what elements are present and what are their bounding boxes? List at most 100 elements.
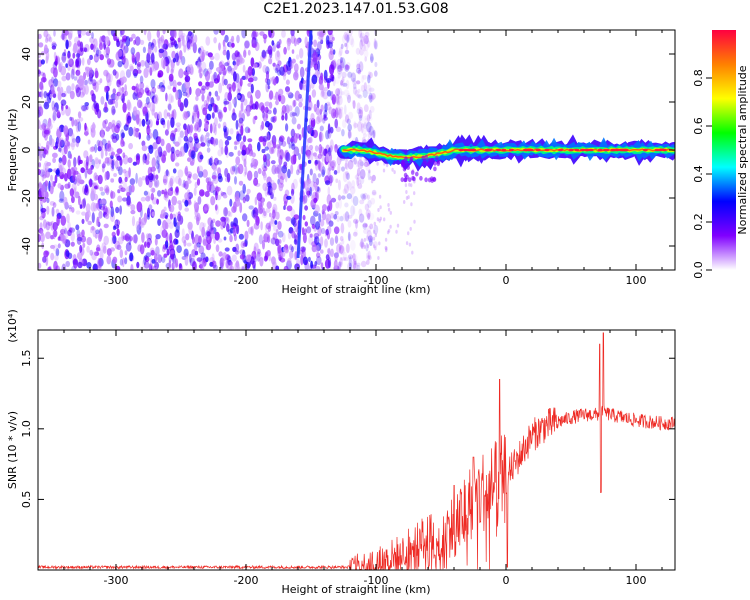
- heatmap-cell: [335, 178, 339, 184]
- heatmap-cell: [40, 212, 44, 219]
- heatmap-cell: [92, 182, 98, 187]
- heatmap-cell: [51, 45, 57, 50]
- heatmap-cell: [338, 179, 341, 191]
- heatmap-cell: [172, 86, 177, 93]
- heatmap-cell: [405, 241, 409, 246]
- heatmap-cell: [68, 204, 73, 210]
- heatmap-cell: [43, 44, 48, 55]
- heatmap-cell: [167, 103, 172, 110]
- heatmap-cell: [367, 170, 371, 181]
- heatmap-cell: [57, 90, 62, 101]
- heatmap-cell: [90, 202, 97, 212]
- heatmap-cell: [238, 117, 244, 124]
- heatmap-cell: [356, 93, 361, 98]
- heatmap-cell: [52, 152, 58, 158]
- heatmap-cell: [305, 145, 309, 153]
- snr-y-ticks: 0.51.01.5: [20, 349, 675, 508]
- heatmap-cell: [293, 146, 300, 157]
- heatmap-cell: [117, 165, 121, 170]
- heatmap-cell: [163, 253, 168, 258]
- heatmap-cell: [77, 111, 82, 119]
- signal-peak: [584, 148, 590, 152]
- heatmap-cell: [345, 62, 351, 69]
- heatmap-cell: [409, 226, 412, 231]
- heatmap-cell: [261, 164, 266, 170]
- heatmap-cell: [207, 94, 211, 100]
- heatmap-cell: [209, 55, 215, 61]
- colorbar-label: Normalized spectral amplitude: [736, 65, 749, 234]
- heatmap-cell: [266, 109, 272, 115]
- heatmap-cell: [336, 112, 340, 118]
- heatmap-cell: [314, 159, 318, 166]
- signal-peak: [612, 148, 617, 152]
- snr-panel: -300 -200 -100 0 100 0.51.01.5 Height of str…: [6, 309, 676, 596]
- spectrogram-marks: [38, 30, 675, 270]
- heatmap-cell: [241, 30, 247, 39]
- heatmap-cell: [336, 100, 341, 112]
- heatmap-cell: [163, 50, 168, 56]
- heatmap-cell: [157, 218, 162, 226]
- heatmap-cell: [309, 168, 313, 176]
- heatmap-cell: [181, 55, 186, 66]
- heatmap-cell: [411, 250, 414, 255]
- heatmap-cell: [139, 244, 145, 255]
- heatmap-cell: [336, 107, 341, 116]
- heatmap-cell: [356, 262, 361, 267]
- heatmap-cell: [111, 151, 115, 156]
- heatmap-cell: [341, 76, 345, 83]
- heatmap-cell: [320, 35, 324, 44]
- heatmap-cell: [38, 168, 41, 176]
- heatmap-cell: [367, 235, 373, 243]
- snr-x-label: Height of straight line (km): [281, 583, 430, 596]
- heatmap-cell: [296, 38, 300, 45]
- colorbar: 0.00.20.40.60.8 Normalized spectral ampl…: [692, 30, 749, 279]
- heatmap-cell: [101, 163, 106, 169]
- heatmap-cell: [253, 265, 256, 270]
- heatmap-cell: [93, 100, 97, 109]
- heatmap-cell: [99, 205, 105, 211]
- heatmap-cell: [329, 64, 335, 75]
- heatmap-cell: [263, 233, 269, 243]
- heatmap-cell: [240, 57, 245, 64]
- heatmap-cell: [56, 127, 62, 132]
- y-tick-label: 1.5: [20, 349, 33, 367]
- heatmap-cell: [175, 89, 179, 101]
- heatmap-cell: [360, 84, 366, 93]
- heatmap-cell: [67, 127, 74, 137]
- heatmap-cell: [371, 191, 377, 196]
- heatmap-cell: [126, 195, 131, 206]
- heatmap-cell: [355, 67, 361, 74]
- heatmap-cell: [96, 218, 100, 227]
- heatmap-cell: [143, 190, 148, 196]
- heatmap-cell: [307, 159, 312, 164]
- heatmap-cell: [310, 215, 316, 226]
- heatmap-cell: [314, 204, 320, 214]
- heatmap-cell: [318, 35, 324, 41]
- heatmap-cell: [61, 109, 65, 116]
- heatmap-cell: [189, 160, 195, 166]
- heatmap-cell: [342, 82, 348, 87]
- heatmap-cell: [365, 259, 370, 265]
- heatmap-cell: [196, 166, 200, 174]
- heatmap-cell: [84, 84, 89, 95]
- heatmap-cell: [337, 163, 341, 174]
- heatmap-cell: [352, 205, 356, 215]
- heatmap-cell: [151, 211, 156, 217]
- signal-peak: [642, 148, 648, 152]
- heatmap-cell: [247, 77, 254, 83]
- heatmap-cell: [204, 134, 207, 143]
- heatmap-cell: [69, 90, 75, 100]
- heatmap-cell: [206, 113, 212, 121]
- heatmap-cell: [363, 162, 370, 167]
- heatmap-cell: [272, 141, 277, 149]
- heatmap-cell: [292, 178, 298, 189]
- heatmap-cell: [188, 173, 192, 179]
- heatmap-cell: [259, 197, 266, 203]
- heatmap-cell: [100, 96, 105, 105]
- heatmap-cell: [100, 198, 106, 205]
- heatmap-cell: [314, 145, 319, 152]
- heatmap-cell: [51, 180, 55, 190]
- heatmap-cell: [352, 195, 359, 207]
- heatmap-cell: [352, 83, 357, 90]
- heatmap-cell: [319, 219, 325, 227]
